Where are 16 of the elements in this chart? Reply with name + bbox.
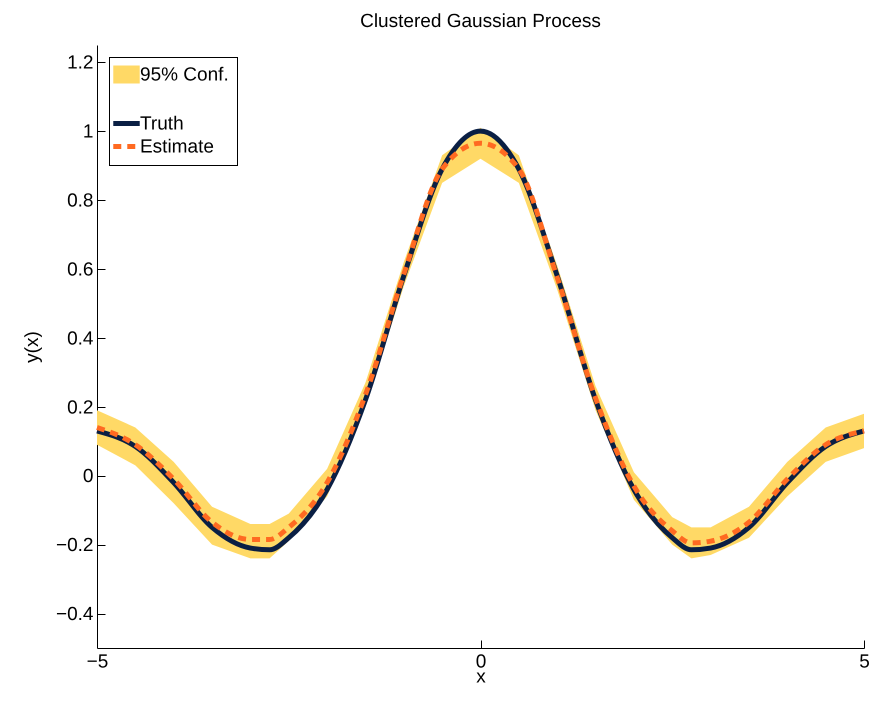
y-tick-label: 0 (82, 466, 94, 488)
y-tick-label: −0.4 (56, 604, 94, 626)
x-tick-label: −5 (86, 652, 108, 672)
legend-label: Truth (140, 114, 184, 134)
chart-title: Clustered Gaussian Process (360, 11, 601, 32)
legend-label: Estimate (140, 136, 214, 158)
y-tick-label: −0.2 (56, 535, 94, 556)
y-tick-label: 0.2 (67, 397, 94, 418)
y-tick-label: 1 (82, 122, 94, 143)
y-tick-label: 0.4 (67, 328, 94, 350)
y-tick-label: 1.2 (67, 52, 94, 74)
y-tick-label: 0.8 (67, 190, 94, 212)
x-tick-label: 5 (859, 652, 870, 672)
annotation: 95% Conf. (140, 64, 229, 86)
y-tick-label: 0.6 (67, 259, 94, 280)
y-axis-title: y(x) (22, 331, 43, 363)
